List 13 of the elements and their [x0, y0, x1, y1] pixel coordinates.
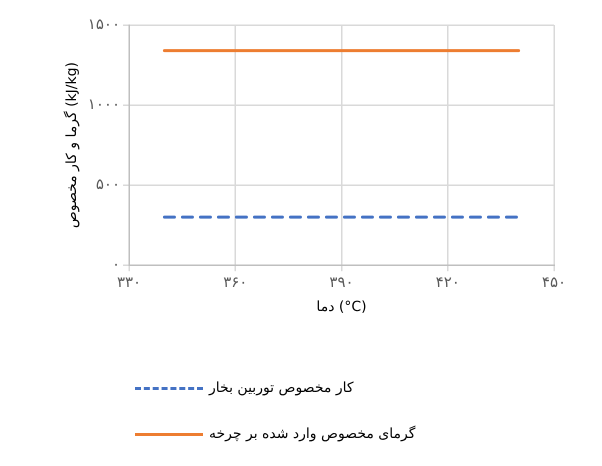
y-axis-title: گرما و کار مخصوص (kJ/kg) [63, 62, 80, 228]
x-tick-label: ۳۹۰ [329, 273, 354, 292]
legend-label: گرمای مخصوص وارد شده بر چرخه [209, 426, 416, 442]
y-tick-label: ۵۰۰ [96, 175, 120, 194]
y-tick-label: ۰ [112, 255, 120, 274]
x-tick-label: ۳۳۰ [116, 273, 142, 292]
legend-label: کار مخصوص توربین بخار [209, 380, 354, 396]
y-tick-label: ۱۰۰۰ [88, 94, 120, 113]
x-axis-title: دما (°C) [316, 299, 367, 316]
x-tick-label: ۴۵۰ [542, 273, 566, 292]
y-tick-label: ۱۵۰۰ [88, 14, 120, 33]
x-tick-label: ۳۶۰ [223, 273, 248, 292]
x-tick-label: ۴۲۰ [436, 273, 460, 292]
